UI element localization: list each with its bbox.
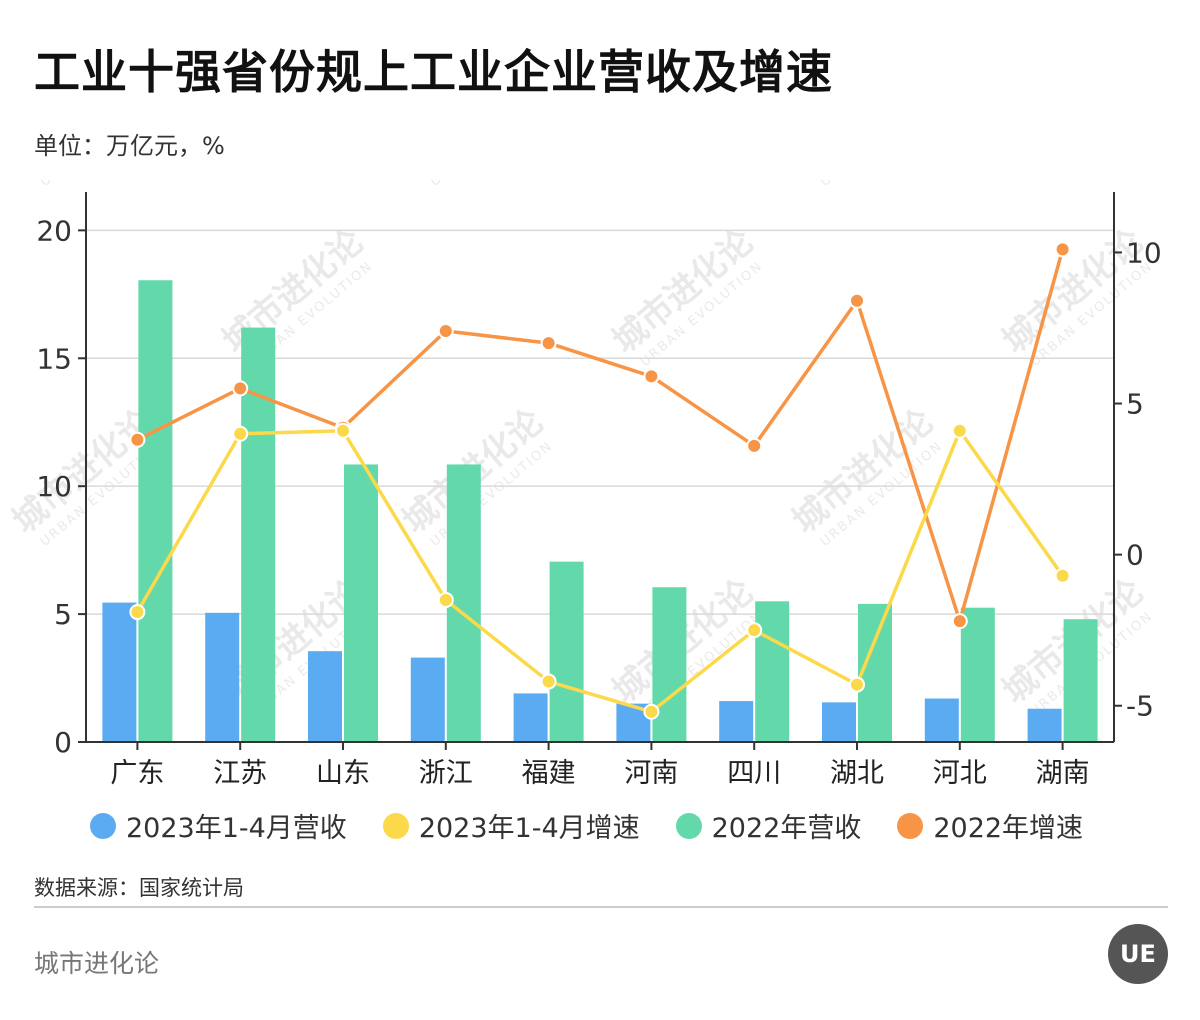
bar-revenue-2023 (513, 693, 548, 742)
legend: 2023年1-4月营收 2023年1-4月增速 2022年营收 2022年增速 (90, 806, 1083, 845)
watermark-subtext: URBAN EVOLUTION (428, 180, 557, 190)
x-tick-label: 浙江 (419, 758, 473, 789)
bar-revenue-2022 (344, 464, 378, 742)
brand-logo-icon: UE (1108, 924, 1168, 984)
left-tick-label: 0 (54, 726, 72, 759)
legend-swatch (382, 812, 409, 839)
x-tick-label: 福建 (522, 758, 576, 789)
bar-revenue-2023 (102, 602, 137, 742)
bar-revenue-2022 (960, 607, 995, 742)
bar-layer (102, 280, 1098, 742)
bar-revenue-2023 (719, 701, 754, 742)
legend-item-revenue-2022[interactable]: 2022年营收 (675, 806, 862, 845)
line-point (746, 622, 763, 639)
line-point (951, 613, 968, 630)
bar-revenue-2022 (652, 587, 687, 742)
legend-label: 2022年增速 (933, 813, 1084, 844)
legend-label: 2022年营收 (711, 813, 862, 844)
bar-revenue-2022 (1063, 619, 1098, 742)
bar-revenue-2023 (924, 698, 959, 742)
bar-revenue-2022 (138, 280, 173, 742)
right-tick-label: 5 (1126, 388, 1144, 421)
line-point (849, 292, 865, 309)
line-point (129, 431, 146, 448)
bar-revenue-2023 (205, 612, 240, 742)
line-point (849, 676, 865, 693)
bar-revenue-2023 (410, 657, 445, 742)
left-tick-label: 20 (36, 214, 72, 247)
line-series (135, 428, 1065, 714)
line-point (232, 425, 249, 442)
bar-revenue-2022 (755, 601, 790, 742)
unit-label: 单位：万亿元，% (34, 132, 225, 160)
axis-layer: 0 5 10 15 20 -5 0 5 10 广东 江苏 山东 浙江 福建 河南 四川 湖北 河北 湖南 (36, 192, 1162, 789)
grid-layer (86, 229, 1114, 615)
line-point (643, 368, 660, 385)
line-point (643, 703, 660, 720)
x-tick-label: 四川 (727, 758, 781, 789)
x-tick-label: 湖北 (830, 758, 884, 789)
bar-revenue-2022 (858, 603, 892, 742)
bar-revenue-2023 (1027, 708, 1062, 742)
right-tick-label: 10 (1126, 236, 1162, 269)
watermark-text: 城市进化论 (395, 180, 552, 182)
legend-item-growth-2023[interactable]: 2023年1-4月增速 (382, 806, 640, 845)
line-point (437, 323, 454, 340)
line-point (951, 422, 968, 439)
left-tick-label: 15 (36, 342, 72, 375)
data-source: 数据来源：国家统计局 (34, 876, 244, 900)
line-point (1054, 567, 1071, 584)
watermark-text: 城市进化论 (5, 180, 162, 182)
bar-revenue-2022 (549, 561, 584, 742)
line-point (129, 604, 146, 621)
bar-revenue-2023 (308, 651, 342, 742)
line-point (540, 335, 557, 352)
legend-swatch (675, 812, 702, 839)
footer-divider (34, 906, 1168, 908)
left-tick-label: 10 (36, 470, 72, 503)
legend-item-growth-2022[interactable]: 2022年增速 (897, 806, 1083, 845)
watermark-subtext: URBAN EVOLUTION (818, 180, 947, 190)
right-tick-label: -5 (1126, 690, 1154, 723)
line-point (232, 380, 249, 397)
watermark-subtext: URBAN EVOLUTION (38, 180, 167, 190)
x-tick-label: 湖南 (1036, 758, 1090, 789)
chart-title: 工业十强省份规上工业企业营收及增速 (34, 45, 833, 99)
legend-label: 2023年1-4月营收 (126, 813, 347, 844)
left-tick-label: 5 (54, 598, 72, 631)
line-layer (129, 241, 1071, 720)
x-tick-label: 河北 (933, 758, 987, 789)
line-series (136, 248, 1065, 623)
x-tick-label: 江苏 (213, 758, 267, 789)
line-point (437, 591, 454, 608)
x-tick-label: 广东 (110, 758, 164, 789)
legend-swatch (90, 812, 116, 839)
x-tick-label: 山东 (316, 758, 370, 789)
legend-label: 2023年1-4月增速 (418, 813, 640, 844)
line-point (335, 422, 351, 439)
line-point (540, 673, 557, 690)
legend-item-revenue-2023[interactable]: 2023年1-4月营收 (90, 806, 347, 845)
legend-swatch (897, 812, 924, 839)
line-point (1054, 241, 1071, 258)
bar-revenue-2023 (822, 702, 856, 742)
brand-name: 城市进化论 (34, 949, 160, 978)
x-tick-label: 河南 (624, 758, 678, 789)
line-point (746, 437, 763, 454)
watermark-text: 城市进化论 (785, 180, 942, 182)
right-tick-label: 0 (1126, 539, 1144, 572)
